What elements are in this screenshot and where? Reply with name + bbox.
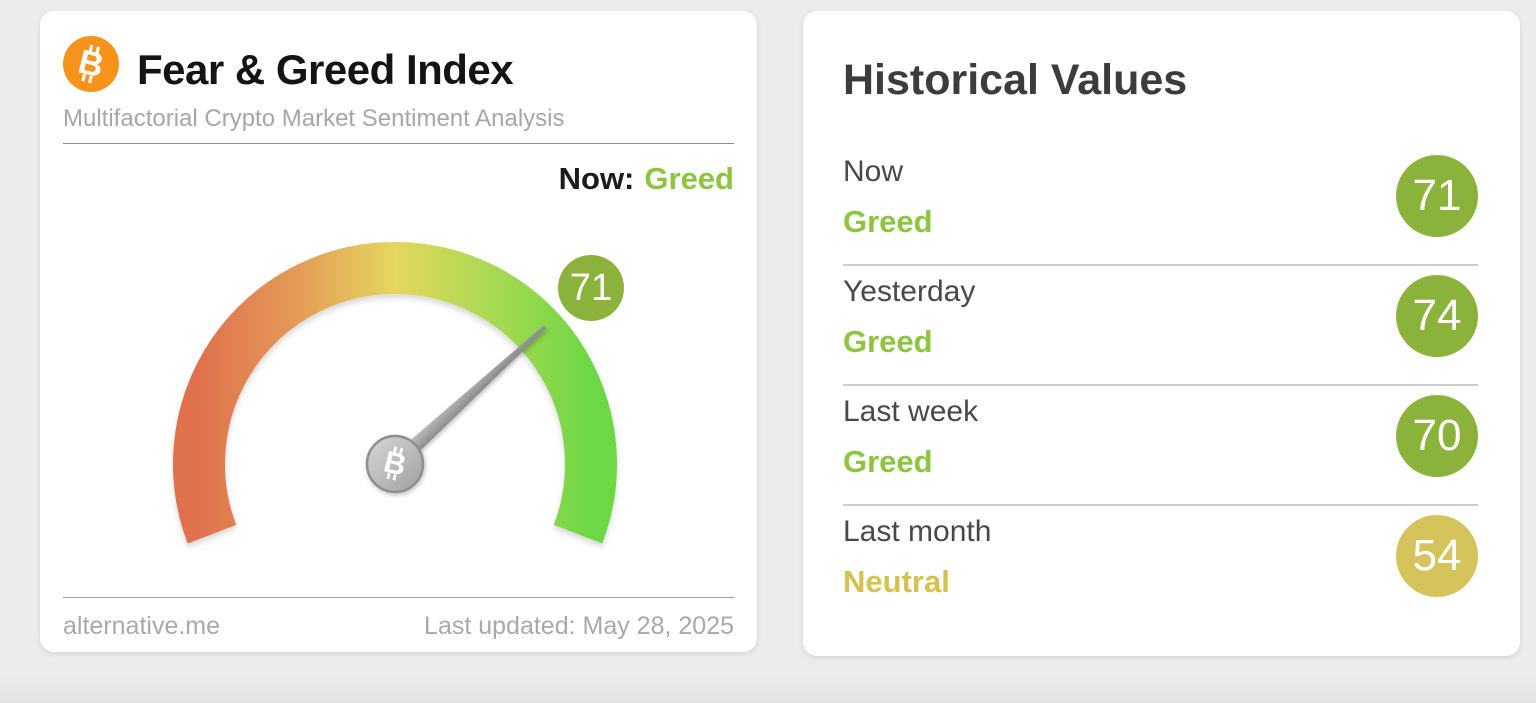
history-value-badge: 74 bbox=[1396, 275, 1478, 357]
history-row-now: Now Greed 71 bbox=[843, 155, 1478, 267]
last-updated-text: Last updated: May 28, 2025 bbox=[424, 612, 734, 640]
history-row-last-month: Last month Neutral 54 bbox=[843, 515, 1478, 627]
gauge-value-badge: 71 bbox=[558, 255, 624, 321]
history-value-badge: 54 bbox=[1396, 515, 1478, 597]
history-sentiment: Greed bbox=[843, 324, 933, 359]
history-value-badge: 70 bbox=[1396, 395, 1478, 477]
history-period-label: Last week bbox=[843, 395, 979, 428]
header-divider bbox=[63, 143, 734, 144]
row-divider bbox=[843, 384, 1478, 386]
history-value-badge: 71 bbox=[1396, 155, 1478, 237]
history-row-yesterday: Yesterday Greed 74 bbox=[843, 275, 1478, 387]
widget-title: Fear & Greed Index bbox=[137, 46, 514, 93]
now-label: Now: bbox=[558, 161, 635, 196]
gauge-needle: B bbox=[365, 325, 547, 494]
current-sentiment-line: Now: Greed bbox=[559, 163, 734, 194]
row-divider bbox=[843, 504, 1478, 506]
row-divider bbox=[843, 264, 1478, 266]
history-row-last-week: Last week Greed 70 bbox=[843, 395, 1478, 507]
historical-values-title: Historical Values bbox=[843, 56, 1188, 104]
footer-divider bbox=[63, 597, 734, 598]
history-sentiment: Greed bbox=[843, 204, 933, 239]
history-sentiment: Neutral bbox=[843, 564, 950, 599]
now-sentiment-value: Greed bbox=[644, 161, 734, 196]
fear-greed-gauge: B bbox=[173, 242, 617, 544]
historical-values-card: Historical Values Now Greed 71 Yesterday… bbox=[803, 11, 1520, 656]
history-period-label: Last month bbox=[843, 515, 992, 548]
card-footer: alternative.me Last updated: May 28, 202… bbox=[63, 611, 734, 641]
gauge-arc bbox=[173, 242, 617, 544]
alternative-me-link[interactable]: alternative.me bbox=[63, 612, 221, 640]
fear-greed-index-card: B Fear & Greed Index Multifactorial Cryp… bbox=[40, 11, 757, 652]
history-period-label: Now bbox=[843, 155, 904, 188]
history-sentiment: Greed bbox=[843, 444, 933, 479]
history-period-label: Yesterday bbox=[843, 275, 976, 308]
bitcoin-icon: B bbox=[63, 36, 119, 92]
widget-subtitle: Multifactorial Crypto Market Sentiment A… bbox=[63, 105, 565, 132]
